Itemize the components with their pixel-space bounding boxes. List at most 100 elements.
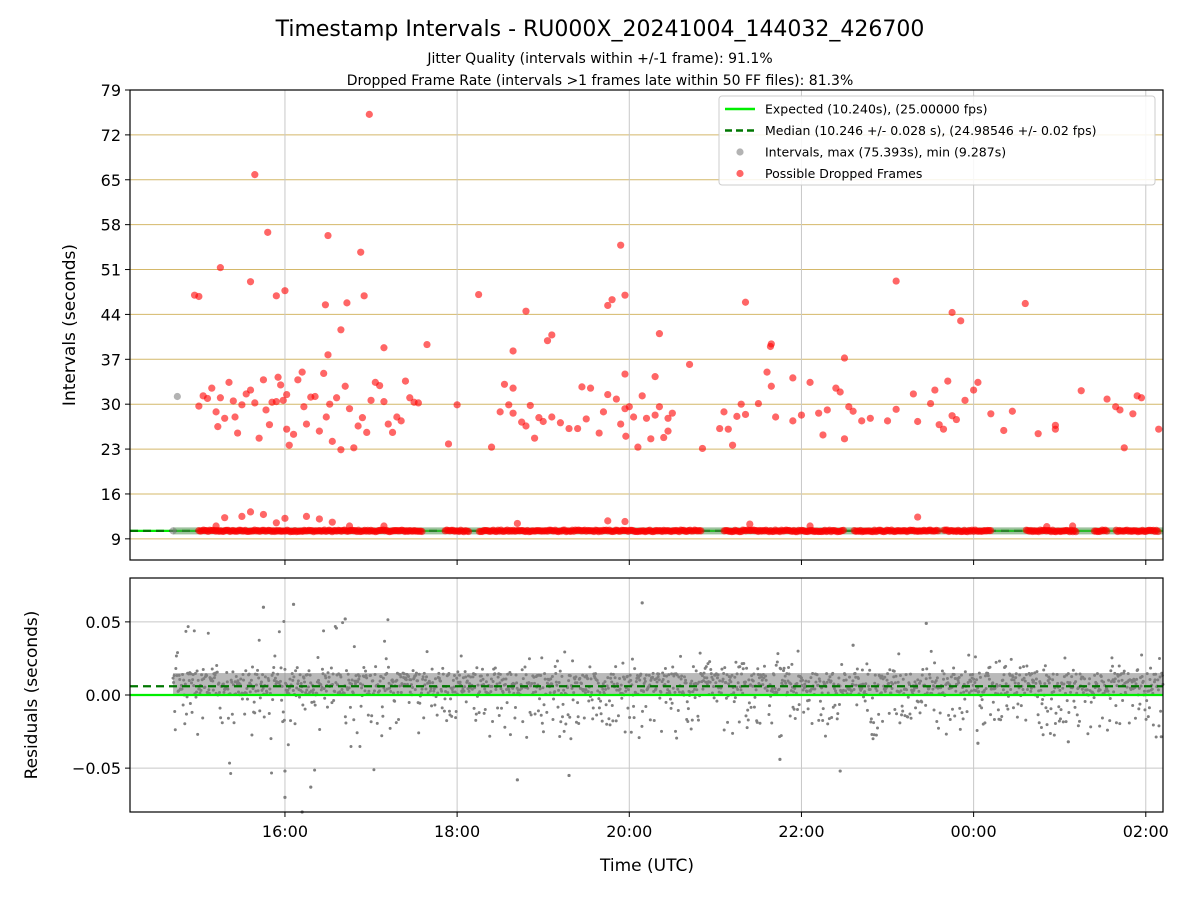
dropped-frame-point — [974, 378, 982, 386]
residual-point — [191, 678, 195, 682]
dropped-frame-point — [655, 330, 664, 338]
dropped-frame-point — [509, 384, 517, 392]
residual-point — [970, 689, 974, 693]
residual-point — [293, 722, 297, 726]
residual-point — [1001, 688, 1005, 692]
residual-point — [685, 700, 689, 704]
y-tick-label: 23 — [101, 440, 121, 459]
residual-point — [489, 690, 493, 694]
residual-point — [261, 605, 266, 609]
residual-point — [745, 726, 749, 730]
dropped-frame-point — [815, 409, 823, 417]
residual-point — [1116, 674, 1120, 678]
dropped-frame-point — [337, 446, 345, 454]
residual-point — [609, 672, 613, 676]
residual-point — [576, 715, 580, 719]
residual-point — [372, 689, 376, 693]
residual-point — [1073, 705, 1077, 709]
residual-point — [549, 677, 553, 681]
residual-point — [201, 716, 205, 720]
dropped-frame-point — [789, 374, 797, 382]
dropped-frame-point — [806, 378, 814, 386]
residual-point — [180, 687, 184, 691]
residual-point — [869, 717, 873, 721]
residual-point — [470, 687, 474, 691]
residual-point — [267, 679, 271, 683]
residual-point — [1109, 669, 1113, 673]
residual-point — [520, 686, 524, 690]
dropped-frame-point — [324, 351, 332, 359]
residual-point — [848, 675, 852, 679]
residual-point — [553, 664, 557, 668]
residual-point — [502, 677, 506, 681]
residual-point — [1005, 704, 1009, 708]
residual-point — [459, 654, 463, 658]
residual-point — [779, 734, 783, 738]
residual-point — [283, 795, 287, 799]
residual-point — [991, 700, 995, 704]
residual-point — [1053, 721, 1057, 725]
residual-point — [826, 691, 830, 695]
residual-point — [619, 683, 623, 687]
residual-point — [863, 699, 867, 703]
residual-point — [1018, 673, 1022, 677]
intervals-panel: 9 16 23 30 37 44 51 58 65 72 79 — [101, 81, 1164, 565]
dropped-frame-point — [225, 378, 233, 386]
residual-point — [655, 680, 659, 684]
dropped-frame-point — [238, 401, 246, 409]
residual-point — [916, 678, 920, 682]
residual-point — [1074, 680, 1078, 684]
residual-point — [340, 687, 344, 691]
residual-point — [452, 685, 456, 689]
residual-point — [471, 675, 475, 679]
residual-point — [515, 681, 519, 685]
residual-point — [700, 674, 704, 678]
residual-point — [896, 680, 900, 684]
residual-point — [182, 678, 186, 682]
dropped-frame-point — [363, 428, 371, 437]
residual-point — [1110, 656, 1114, 660]
dropped-frame-point — [892, 405, 900, 413]
residual-point — [864, 682, 868, 686]
residual-point — [851, 679, 855, 683]
residual-point — [364, 674, 368, 678]
residual-point — [739, 688, 743, 692]
residual-point — [453, 690, 457, 694]
residual-point — [261, 673, 265, 677]
residual-point — [637, 675, 641, 679]
residual-point — [426, 691, 430, 695]
residual-point — [1065, 699, 1069, 703]
residual-point — [901, 677, 905, 681]
residual-point — [258, 696, 262, 700]
residual-point — [950, 707, 954, 711]
residual-point — [332, 698, 336, 702]
residual-point — [423, 683, 427, 687]
residual-point — [825, 680, 829, 684]
dropped-frame-point — [496, 408, 504, 416]
residual-point — [815, 673, 819, 677]
dropped-frame-point — [315, 427, 323, 435]
residual-point — [959, 691, 963, 695]
residual-point — [277, 630, 281, 634]
residual-point — [673, 690, 677, 694]
dropped-frame-point — [952, 415, 961, 424]
residual-point — [776, 652, 780, 656]
residual-point — [709, 672, 713, 676]
residual-point — [333, 689, 337, 693]
residual-point — [452, 674, 456, 678]
dropped-frame-point — [668, 409, 676, 417]
residual-point — [768, 704, 772, 708]
residual-point — [349, 744, 353, 748]
residual-point — [832, 686, 836, 690]
residual-point — [1063, 656, 1067, 660]
residual-point — [638, 678, 642, 682]
residual-point — [542, 703, 546, 707]
residual-point — [704, 680, 708, 684]
residual-point — [451, 678, 455, 682]
residual-point — [431, 681, 435, 685]
residual-point — [675, 673, 679, 677]
residual-point — [906, 715, 910, 719]
residual-point — [190, 681, 194, 685]
residual-point — [656, 675, 660, 679]
residual-point — [503, 683, 507, 687]
